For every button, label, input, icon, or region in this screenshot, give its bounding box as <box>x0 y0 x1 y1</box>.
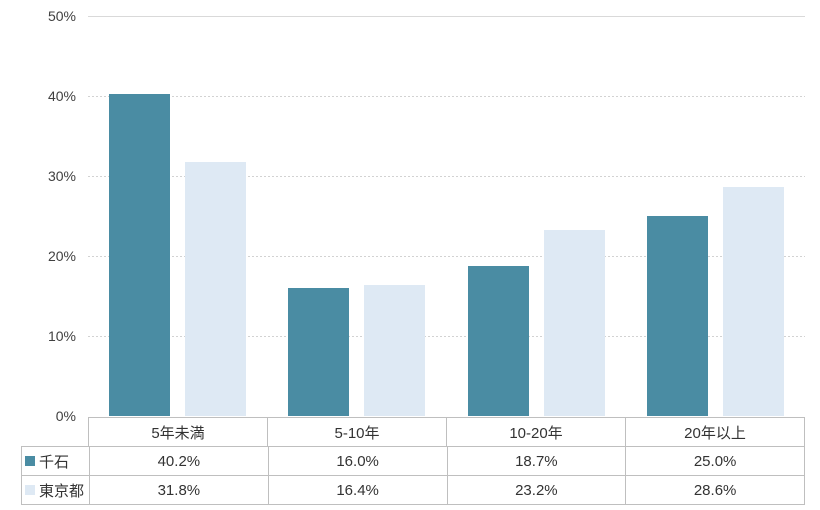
legend-swatch-icon <box>25 485 35 495</box>
table-cell: 18.7% <box>446 447 626 475</box>
bar-s2-c4 <box>722 187 784 416</box>
legend-cell: 千石 <box>22 447 89 475</box>
gridline-10 <box>88 336 805 337</box>
gridline-30 <box>88 176 805 177</box>
gridline-20 <box>88 256 805 257</box>
legend-cell: 東京都 <box>22 476 89 504</box>
table-cell: 16.0% <box>267 447 447 475</box>
table-header-cell: 10-20年 <box>446 418 625 446</box>
bar-s2-c2 <box>364 284 426 416</box>
table-header-cell: 5年未満 <box>151 424 205 442</box>
y-tick-label-10: 10% <box>47 328 76 344</box>
y-tick-label-50: 50% <box>47 8 76 24</box>
table-header-cell: 20年以上 <box>625 418 804 446</box>
table-header-row: 5年未満 5-10年 10-20年 20年以上 <box>88 417 805 447</box>
y-tick-label-0: 0% <box>55 408 76 424</box>
bar-s1-c3 <box>467 266 529 416</box>
gridline-40 <box>88 96 805 97</box>
table-cell: 25.0% <box>625 447 804 475</box>
legend-label: 東京都 <box>39 482 85 500</box>
table-header-cell: 5-10年 <box>267 418 446 446</box>
y-tick-label-20: 20% <box>47 248 76 264</box>
bar-s1-c1 <box>109 94 170 416</box>
table-cell: 31.8% <box>89 476 268 504</box>
legend-label: 千石 <box>39 453 70 471</box>
gridline-50 <box>88 16 805 17</box>
table-cell: 23.2% <box>446 476 626 504</box>
table-cell: 16.4% <box>267 476 447 504</box>
y-tick-label-30: 30% <box>47 168 76 184</box>
table-row: 東京都 31.8% 16.4% 23.2% 28.6% <box>21 475 805 505</box>
legend-swatch-icon <box>25 456 35 466</box>
bar-s1-c4 <box>646 216 708 416</box>
bar-s2-c1 <box>185 161 246 416</box>
plot-area <box>88 16 805 416</box>
y-tick-label-40: 40% <box>47 88 76 104</box>
table-cell: 40.2% <box>89 447 268 475</box>
bar-s2-c3 <box>543 230 605 416</box>
table-cell: 28.6% <box>625 476 804 504</box>
bar-s1-c2 <box>288 288 350 416</box>
table-row: 千石 40.2% 16.0% 18.7% 25.0% <box>21 446 805 476</box>
